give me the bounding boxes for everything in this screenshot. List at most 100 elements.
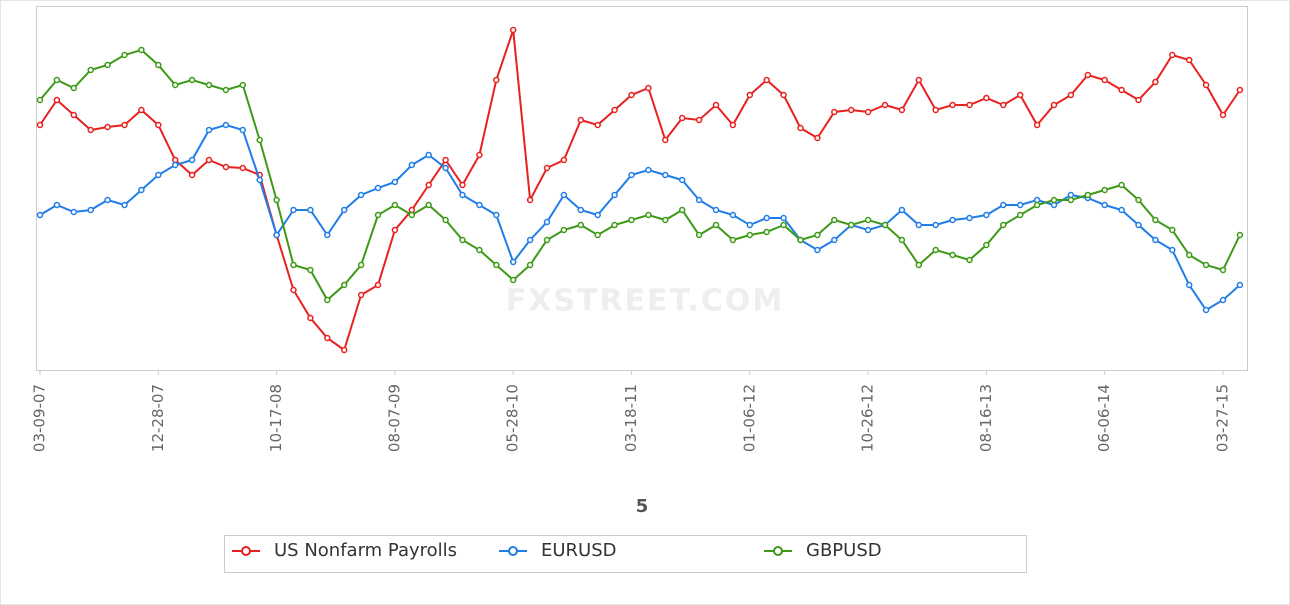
x-tick-label: 01-06-12 [740,384,758,452]
point [983,94,990,102]
point [983,211,990,219]
x-tick-label: 08-16-13 [977,384,995,452]
point [949,216,956,224]
point [577,116,585,124]
point [847,221,855,229]
point [1135,96,1142,104]
point [611,106,618,114]
point [628,91,635,99]
point [797,124,804,132]
point [307,314,314,322]
point [915,261,923,269]
point [983,241,990,249]
point [526,261,534,269]
point [391,178,399,186]
point [645,84,652,92]
point [171,161,179,169]
point [577,206,585,214]
point [509,276,517,284]
point [1084,71,1092,79]
point [1185,56,1193,64]
point [560,156,568,164]
point [1033,121,1041,129]
point [763,214,770,222]
point [966,214,973,222]
point [374,184,382,192]
x-tick-label: 10-17-08 [267,384,285,452]
point [1185,281,1193,289]
point [53,201,61,209]
point [831,108,838,116]
point [611,221,618,229]
point [425,181,432,189]
point [932,106,939,114]
point [1135,196,1142,204]
point [594,231,601,239]
point [1050,196,1058,204]
point [1202,306,1210,314]
point [324,296,331,304]
x-tick-label: 03-18-11 [622,384,640,452]
x-tick-label: 05-28-10 [504,384,522,452]
point [155,61,162,69]
point [1118,206,1125,214]
point [340,346,348,354]
point [1202,261,1210,269]
point [628,216,635,224]
point [53,76,61,84]
x-tick-label: 08-07-09 [385,384,403,452]
point [459,191,466,199]
point [340,281,348,289]
point [121,121,128,129]
point [712,221,720,229]
point [121,51,128,59]
point [408,211,416,219]
point [763,228,770,236]
point [1118,181,1125,189]
point [36,211,44,219]
point [915,76,923,84]
point [712,101,720,109]
point [1050,101,1058,109]
point [797,236,804,244]
point [391,226,399,234]
point [1000,101,1007,109]
legend-label: GBPUSD [806,540,882,561]
point [459,236,466,244]
point [1101,186,1108,194]
point [543,164,551,172]
point [53,96,61,104]
point [121,201,128,209]
point [1169,246,1176,254]
point [814,231,821,239]
legend [224,535,1027,573]
point [87,66,94,74]
point [442,164,449,172]
point [1016,211,1024,219]
point [1000,221,1007,229]
point [239,81,247,89]
x-tick-label: 03-27-15 [1214,384,1232,452]
point [966,256,973,264]
point [1236,281,1244,289]
point [290,286,297,294]
point [864,108,872,116]
point [290,261,297,269]
point [662,136,669,144]
point [898,236,906,244]
point [645,211,652,219]
point [746,221,754,229]
point [205,156,213,164]
point [442,216,449,224]
point [847,106,855,114]
point [104,61,111,69]
point [290,206,297,214]
x-axis-title: 5 [636,496,649,517]
point [307,206,314,214]
point [87,126,94,134]
point [1152,236,1159,244]
point [932,221,939,229]
point [459,181,466,189]
x-tick-label: 12-28-07 [149,384,167,452]
point [509,26,517,34]
